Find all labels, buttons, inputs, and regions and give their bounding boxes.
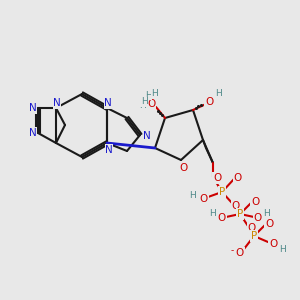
- Text: N: N: [53, 98, 61, 108]
- Text: N: N: [104, 98, 112, 108]
- Text: H: H: [279, 245, 285, 254]
- Text: O: O: [205, 97, 213, 107]
- Text: H: H: [145, 91, 152, 100]
- Text: O: O: [200, 194, 208, 204]
- Text: O: O: [180, 163, 188, 173]
- Text: O: O: [147, 99, 155, 109]
- Text: O: O: [218, 213, 226, 223]
- Text: H: H: [208, 209, 215, 218]
- Text: O: O: [254, 213, 262, 223]
- Text: O: O: [269, 239, 277, 249]
- Text: H: H: [264, 208, 270, 217]
- Text: H: H: [216, 89, 222, 98]
- Text: O: O: [248, 223, 256, 233]
- Text: O: O: [251, 197, 259, 207]
- Text: O: O: [213, 173, 221, 183]
- Text: H: H: [139, 100, 145, 109]
- Text: O: O: [232, 201, 240, 211]
- Text: H: H: [141, 98, 147, 106]
- Text: O: O: [234, 173, 242, 183]
- Text: P: P: [219, 187, 225, 197]
- Text: N: N: [105, 145, 113, 155]
- Text: N: N: [143, 131, 151, 141]
- Text: H: H: [189, 191, 195, 200]
- Text: H: H: [152, 89, 158, 98]
- Text: N: N: [29, 128, 37, 138]
- Text: N: N: [29, 103, 37, 113]
- Text: O: O: [265, 219, 273, 229]
- Text: -: -: [230, 247, 234, 256]
- Text: P: P: [251, 231, 257, 241]
- Text: P: P: [237, 209, 243, 219]
- Text: O: O: [236, 248, 244, 258]
